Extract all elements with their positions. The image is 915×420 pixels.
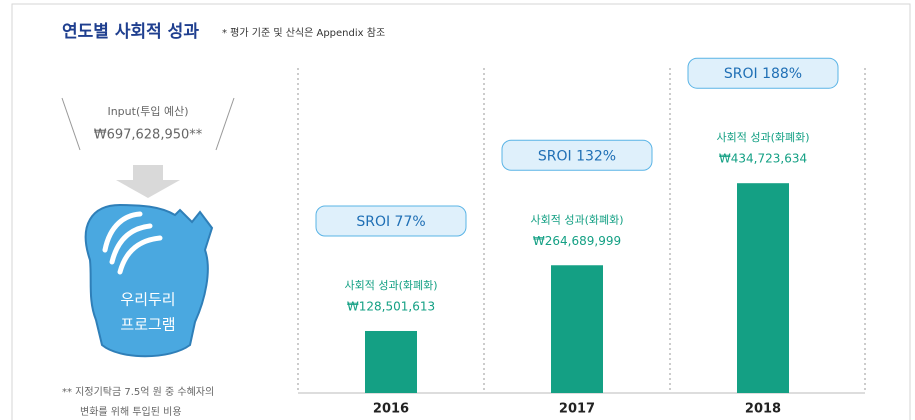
footnote: ** 지정기탁금 7.5억 원 중 수혜자의 (62, 386, 214, 398)
bar (737, 183, 789, 393)
value-label: ₩264,689,999 (533, 234, 621, 248)
glove-stripes (102, 211, 163, 275)
funnel-line (215, 97, 235, 151)
input-amount: ₩697,628,950** (94, 128, 203, 143)
footnote: 변화를 위해 투입된 비용 (80, 405, 182, 418)
value-label: ₩128,501,613 (347, 299, 435, 313)
input-label: Input(투입 예산) (107, 105, 188, 118)
bar (365, 330, 417, 393)
program-name: 우리두리 (120, 291, 175, 309)
title: 연도별 사회적 성과 (62, 22, 199, 42)
value-caption: 사회적 성과(화폐화) (530, 213, 623, 226)
sroi-badge (687, 57, 839, 89)
arrow (116, 165, 180, 198)
year-label: 2017 (559, 402, 595, 417)
sroi-badge (501, 139, 653, 171)
sroi-badge (315, 205, 467, 237)
sroi-label: SROI 77% (356, 214, 425, 230)
note: * 평가 기준 및 산식은 Appendix 참조 (222, 27, 385, 39)
program-name: 프로그램 (120, 316, 175, 334)
funnel-line (61, 97, 81, 151)
value-caption: 사회적 성과(화폐화) (716, 131, 809, 144)
year-label: 2016 (373, 402, 409, 417)
value-caption: 사회적 성과(화폐화) (344, 279, 437, 292)
value-label: ₩434,723,634 (719, 152, 807, 166)
sroi-label: SROI 132% (538, 148, 616, 164)
bar (551, 265, 603, 393)
sroi-label: SROI 188% (724, 66, 802, 82)
year-label: 2018 (745, 402, 781, 417)
